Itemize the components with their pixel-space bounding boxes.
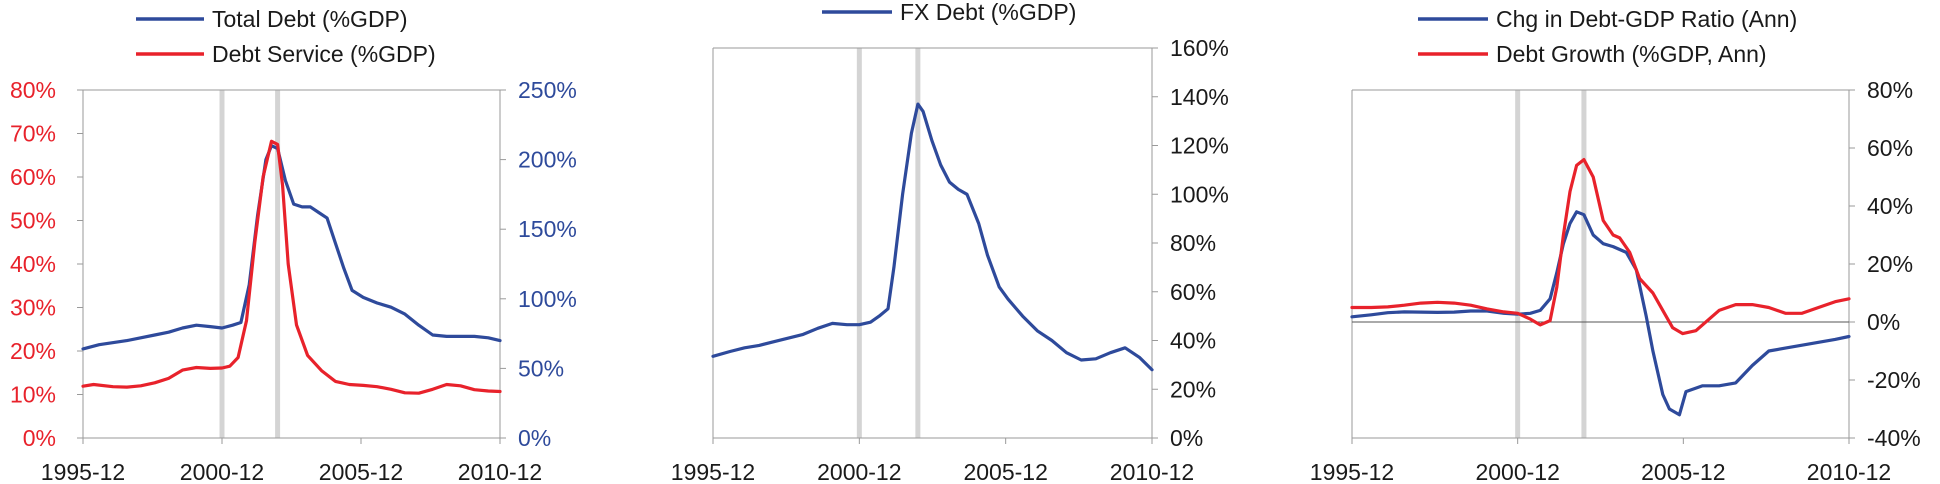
- shaded-marker-band: [856, 48, 862, 438]
- y-right-tick-label: 140%: [1170, 84, 1229, 110]
- y-right-tick-label: 0%: [1170, 425, 1203, 451]
- y-right-tick-label: 100%: [518, 286, 577, 312]
- y-right-tick-label: 60%: [1170, 279, 1216, 305]
- y-right-tick-label: 0%: [518, 425, 551, 451]
- y-right-tick-label: 200%: [518, 147, 577, 173]
- x-tick-label: 2000-12: [817, 459, 901, 484]
- y-right-tick-label: 80%: [1867, 77, 1913, 103]
- y-right-tick-label: 20%: [1867, 251, 1913, 277]
- y-left-tick-label: 70%: [10, 121, 56, 147]
- y-right-tick-label: 40%: [1867, 193, 1913, 219]
- chart-panel-debt-and-service: 1995-12 2000-12 2005-12 2010-12 0% 50% 100% 150…: [10, 6, 577, 484]
- legend-label: Chg in Debt-GDP Ratio (Ann): [1496, 6, 1797, 32]
- y-right-tick-label: 0%: [1867, 309, 1900, 335]
- x-tick-label: 2005-12: [963, 459, 1047, 484]
- chart-panel-fx-debt: 1995-12 2000-12 2005-12 2010-12 0% 20% 40% 60% 8…: [671, 0, 1229, 484]
- shaded-marker-band: [1581, 90, 1587, 438]
- y-left-tick-label: 30%: [10, 295, 56, 321]
- y-right-tick-label: 60%: [1867, 135, 1913, 161]
- x-tick-label: 1995-12: [1310, 459, 1394, 484]
- y-right-tick-label: 160%: [1170, 35, 1229, 61]
- y-left-tick-label: 10%: [10, 382, 56, 408]
- shaded-marker-band: [1515, 90, 1521, 438]
- legend-label: Debt Growth (%GDP, Ann): [1496, 41, 1767, 67]
- shaded-marker-band: [915, 48, 921, 438]
- x-tick-label: 2000-12: [180, 459, 264, 484]
- x-tick-label: 1995-12: [41, 459, 125, 484]
- shaded-marker-band: [219, 90, 225, 438]
- y-right-tick-label: -40%: [1867, 425, 1921, 451]
- y-right-tick-label: 80%: [1170, 230, 1216, 256]
- chart-panel-debt-ratio-change: 1995-12 2000-12 2005-12 2010-12 -40% -20% 0% 20…: [1310, 6, 1921, 484]
- x-tick-label: 2010-12: [458, 459, 542, 484]
- y-right-tick-label: 100%: [1170, 181, 1229, 207]
- y-left-tick-label: 50%: [10, 208, 56, 234]
- y-left-tick-label: 40%: [10, 251, 56, 277]
- y-right-tick-label: -20%: [1867, 367, 1921, 393]
- y-left-tick-label: 20%: [10, 338, 56, 364]
- x-tick-label: 2010-12: [1807, 459, 1891, 484]
- y-right-tick-label: 120%: [1170, 133, 1229, 159]
- y-right-tick-label: 20%: [1170, 376, 1216, 402]
- y-left-tick-label: 60%: [10, 164, 56, 190]
- series-line-0: [81, 144, 502, 351]
- y-left-tick-label: 80%: [10, 77, 56, 103]
- x-tick-label: 2005-12: [1641, 459, 1725, 484]
- x-tick-label: 1995-12: [671, 459, 755, 484]
- x-tick-label: 2005-12: [319, 459, 403, 484]
- y-right-tick-label: 150%: [518, 216, 577, 242]
- x-tick-label: 2000-12: [1475, 459, 1559, 484]
- x-tick-label: 2010-12: [1110, 459, 1194, 484]
- series-line-1: [81, 139, 502, 395]
- series-line-1: [1350, 158, 1851, 336]
- y-left-tick-label: 0%: [23, 425, 56, 451]
- shaded-marker-band: [275, 90, 281, 438]
- y-right-tick-label: 50%: [518, 355, 564, 381]
- legend-label: Debt Service (%GDP): [212, 41, 436, 67]
- legend-label: Total Debt (%GDP): [212, 6, 408, 32]
- y-right-tick-label: 40%: [1170, 328, 1216, 354]
- series-line-0: [1350, 210, 1851, 417]
- legend-label: FX Debt (%GDP): [900, 0, 1076, 25]
- y-right-tick-label: 250%: [518, 77, 577, 103]
- series-line-0: [711, 102, 1154, 372]
